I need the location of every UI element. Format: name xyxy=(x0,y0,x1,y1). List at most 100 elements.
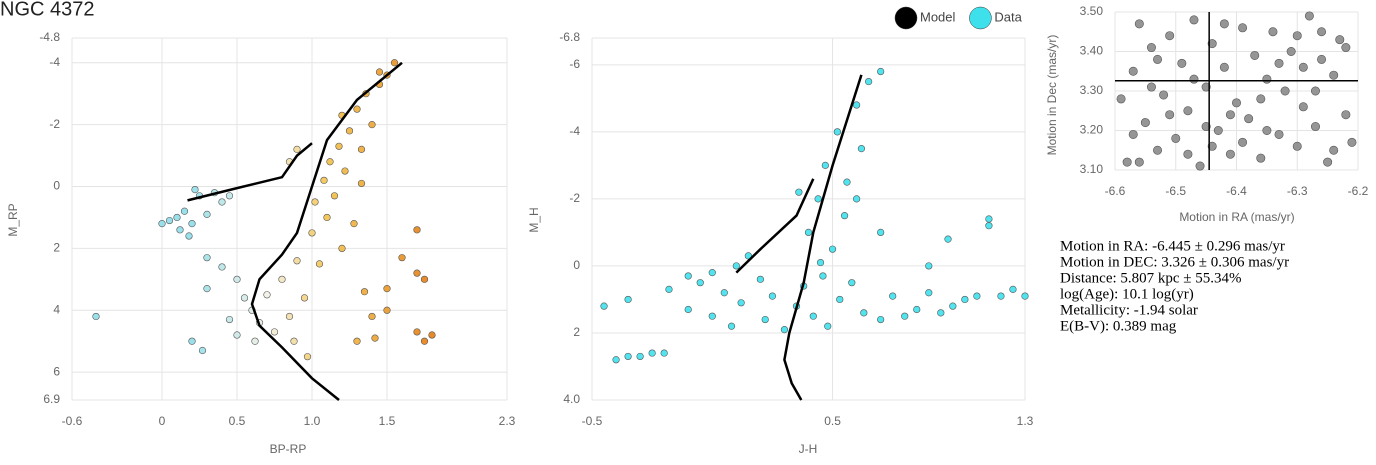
data-point xyxy=(420,337,429,345)
data-point xyxy=(1232,98,1242,108)
data-point xyxy=(1298,62,1308,72)
data-point xyxy=(853,195,861,203)
data-point xyxy=(1134,19,1144,29)
data-point xyxy=(1329,145,1339,155)
y-tick-label: -6.8 xyxy=(559,30,580,44)
data-point xyxy=(843,178,851,186)
data-point xyxy=(708,269,716,277)
data-point xyxy=(1335,35,1345,45)
data-point xyxy=(293,257,301,265)
x-tick-label: 1.0 xyxy=(304,414,321,428)
x-tick-label: -6.3 xyxy=(1287,184,1308,198)
data-point xyxy=(1207,141,1217,151)
info-line: E(B-V): 0.389 mag xyxy=(1060,318,1177,334)
data-point xyxy=(1256,94,1266,104)
data-point xyxy=(185,232,193,240)
data-point xyxy=(420,275,429,283)
data-point xyxy=(708,312,716,320)
data-point xyxy=(1134,157,1144,167)
data-point xyxy=(853,101,861,109)
data-point xyxy=(1286,46,1296,56)
info-line: Motion in RA: -6.445 ± 0.296 mas/yr xyxy=(1060,238,1285,254)
legend-label: Data xyxy=(994,9,1022,24)
data-point xyxy=(1116,94,1126,104)
data-point xyxy=(165,216,174,225)
data-point xyxy=(720,289,728,297)
data-point xyxy=(203,210,211,218)
y-tick-label: 3.30 xyxy=(1080,83,1104,97)
x-axis-label: Motion in RA (mas/yr) xyxy=(1179,210,1294,224)
data-point xyxy=(300,294,309,302)
data-point xyxy=(985,222,993,230)
data-point xyxy=(285,312,294,321)
data-point xyxy=(357,145,366,153)
data-point xyxy=(203,254,211,262)
info-block: Motion in RA: -6.445 ± 0.296 mas/yrMotio… xyxy=(1060,238,1289,334)
data-point xyxy=(1317,54,1327,64)
data-point xyxy=(624,352,632,361)
data-point xyxy=(1213,126,1223,136)
data-point xyxy=(1153,54,1163,64)
data-point xyxy=(1171,133,1181,143)
data-point xyxy=(780,326,789,334)
data-point xyxy=(857,145,866,153)
data-point xyxy=(330,192,339,200)
info-line: log(Age): 10.1 log(yr) xyxy=(1060,286,1194,302)
data-point xyxy=(1238,23,1248,33)
data-point xyxy=(293,145,301,153)
data-point xyxy=(761,315,769,324)
data-point xyxy=(814,195,822,203)
data-point xyxy=(660,349,668,357)
data-point xyxy=(648,349,656,357)
x-axis-label: BP-RP xyxy=(270,442,307,456)
model-line xyxy=(735,74,863,401)
y-tick-label: 3.50 xyxy=(1080,4,1104,18)
data-point xyxy=(1183,149,1193,159)
data-point xyxy=(816,258,825,267)
data-point xyxy=(1298,102,1308,112)
y-tick-label: -4.8 xyxy=(39,30,60,44)
data-point xyxy=(1274,58,1284,68)
data-point xyxy=(1177,58,1187,68)
data-point xyxy=(1165,31,1175,41)
data-point xyxy=(368,121,376,129)
data-point xyxy=(308,229,316,237)
data-point xyxy=(1323,157,1333,167)
data-point xyxy=(335,142,343,150)
data-point xyxy=(901,312,909,320)
data-point xyxy=(1122,157,1132,167)
x-tick-label: -0.5 xyxy=(582,414,603,428)
data-point xyxy=(1317,27,1327,37)
data-point xyxy=(1201,82,1211,92)
data-point xyxy=(795,188,803,196)
x-tick-label: 0.5 xyxy=(824,414,841,428)
x-tick-label: -6.4 xyxy=(1226,184,1247,198)
data-point xyxy=(809,312,817,320)
data-point xyxy=(428,331,436,339)
data-point xyxy=(1250,50,1260,60)
data-point xyxy=(225,315,234,324)
x-tick-label: -0.6 xyxy=(62,414,83,428)
data-point xyxy=(684,305,692,314)
data-point xyxy=(727,322,736,330)
data-point xyxy=(263,291,271,299)
y-tick-label: 4.0 xyxy=(563,392,580,406)
data-point xyxy=(225,192,234,200)
data-point xyxy=(1189,15,1199,25)
y-tick-label: 6.9 xyxy=(43,392,60,406)
data-point xyxy=(848,279,856,287)
y-tick-label: 0 xyxy=(53,179,60,193)
data-point xyxy=(997,292,1005,300)
x-tick-label: 0.5 xyxy=(229,414,246,428)
model-line xyxy=(187,61,403,401)
data-point xyxy=(1195,161,1205,171)
data-point xyxy=(1207,39,1217,49)
data-point xyxy=(338,244,346,252)
x-tick-label: 1.5 xyxy=(379,414,396,428)
data-point xyxy=(1201,122,1211,132)
y-tick-label: 4 xyxy=(53,302,60,316)
data-point xyxy=(390,59,399,67)
data-point xyxy=(1159,90,1169,100)
data-point xyxy=(1165,110,1175,120)
data-point xyxy=(1225,149,1235,159)
